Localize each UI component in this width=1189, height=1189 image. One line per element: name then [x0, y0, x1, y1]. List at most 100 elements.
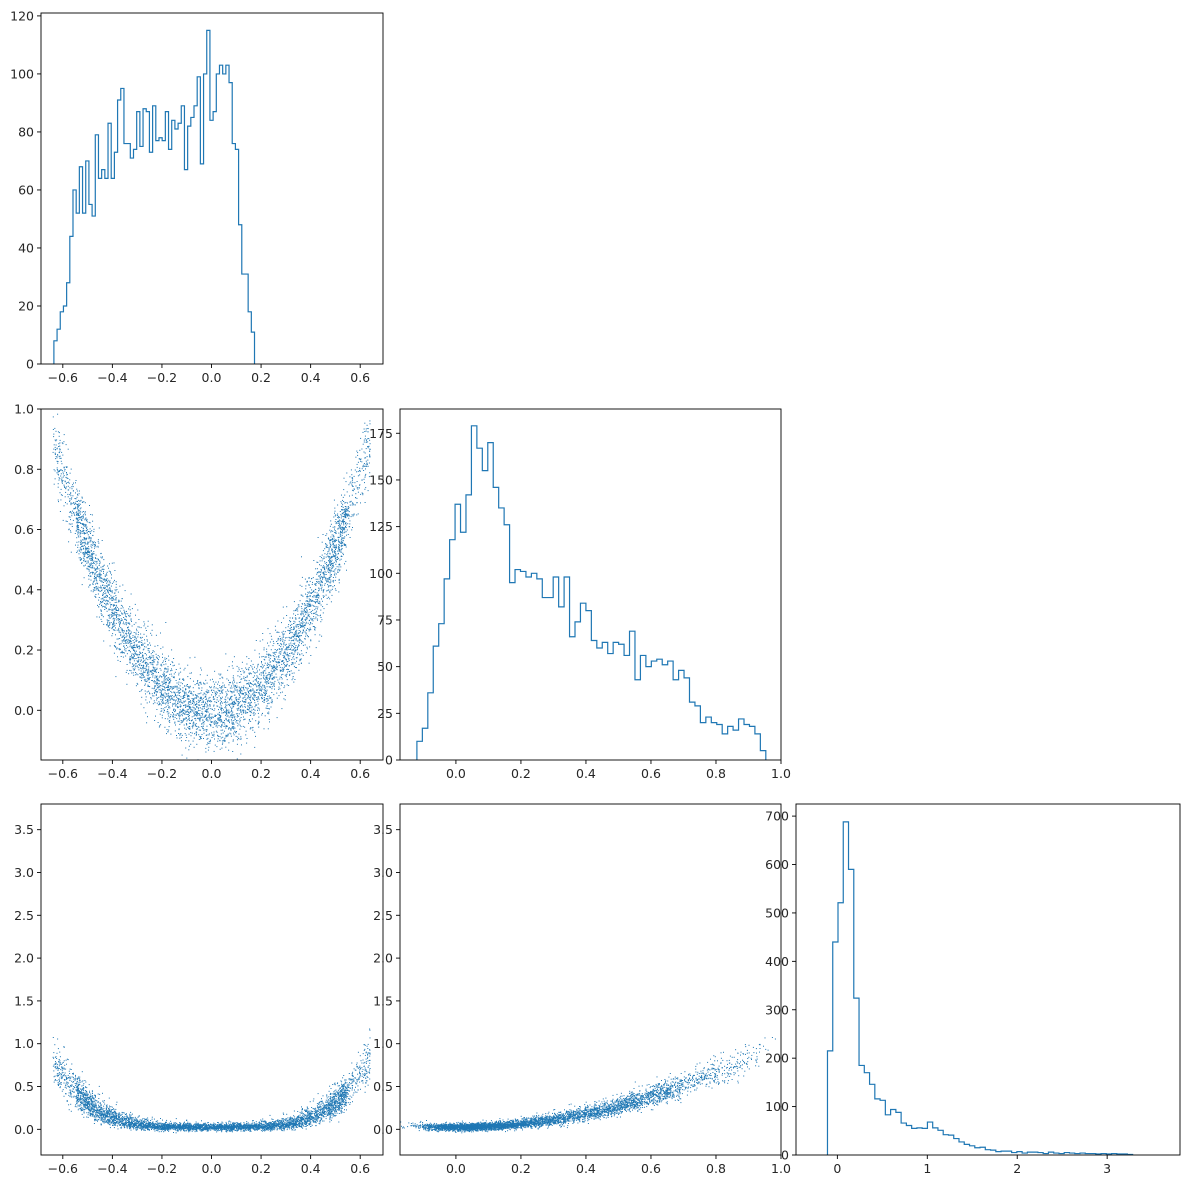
scatter-point	[266, 653, 268, 655]
scatter-point	[54, 478, 56, 480]
scatter-point	[109, 580, 111, 582]
scatter-point	[225, 653, 227, 655]
scatter-point	[237, 701, 239, 702]
scatter-point	[202, 694, 204, 696]
scatter-point	[260, 674, 262, 676]
scatter-point	[281, 678, 283, 680]
scatter-point	[240, 673, 242, 675]
scatter-point	[78, 553, 80, 555]
scatter-point	[323, 574, 325, 576]
scatter-point	[269, 674, 271, 676]
scatter-point	[148, 690, 150, 692]
scatter-point	[133, 654, 135, 656]
scatter-point	[256, 704, 258, 706]
scatter-point	[351, 474, 353, 476]
scatter-point	[220, 719, 222, 721]
scatter-point	[199, 707, 201, 709]
scatter-point	[315, 601, 317, 603]
scatter-point	[250, 689, 252, 691]
scatter-point	[261, 690, 263, 692]
scatter-point	[81, 523, 83, 525]
scatter-point	[156, 675, 158, 677]
scatter-point	[190, 706, 192, 708]
scatter-point	[290, 652, 292, 654]
scatter-point	[176, 705, 178, 707]
scatter-point	[104, 593, 106, 595]
scatter-point	[319, 581, 321, 583]
scatter-point	[327, 579, 329, 581]
scatter-point	[167, 689, 169, 691]
scatter-point	[228, 749, 230, 751]
scatter-point	[315, 597, 317, 599]
scatter-point	[246, 668, 248, 670]
scatter-point	[211, 700, 213, 702]
scatter-point	[115, 627, 116, 629]
scatter-point	[163, 680, 165, 682]
scatter-point	[335, 540, 337, 542]
scatter-point	[230, 716, 232, 718]
scatter-point	[333, 561, 335, 563]
scatter-point	[319, 600, 321, 602]
scatter-point	[363, 478, 365, 480]
scatter-point	[118, 631, 120, 633]
scatter-point	[342, 509, 343, 511]
scatter-point	[100, 580, 102, 582]
scatter-point	[62, 519, 64, 521]
scatter-point	[81, 496, 83, 498]
hist-x0-bin	[232, 144, 235, 364]
scatter-point	[160, 664, 162, 666]
scatter-point	[307, 622, 309, 624]
scatter-point	[210, 716, 212, 718]
scatter-point	[350, 500, 352, 502]
scatter-point	[77, 513, 79, 515]
scatter-point	[202, 700, 204, 702]
scatter-point	[328, 596, 330, 598]
scatter-point	[158, 686, 159, 688]
scatter-point	[170, 691, 172, 692]
scatter-point	[177, 697, 179, 699]
scatter-point	[144, 671, 146, 673]
scatter-point	[246, 683, 248, 685]
scatter-point	[66, 477, 68, 479]
scatter-point	[284, 649, 286, 651]
scatter-point	[232, 667, 234, 669]
scatter-point	[334, 515, 336, 517]
scatter-point	[337, 556, 338, 558]
scatter-point	[111, 596, 113, 598]
scatter-point	[116, 647, 118, 649]
scatter-point	[139, 641, 141, 643]
scatter-point	[307, 603, 309, 605]
scatter-point	[326, 578, 328, 580]
scatter-point	[315, 647, 317, 649]
scatter-point	[182, 718, 184, 720]
scatter-point	[95, 546, 97, 548]
scatter-point	[70, 504, 72, 506]
scatter-point	[160, 704, 162, 706]
scatter-point	[241, 700, 243, 702]
scatter-point	[190, 692, 191, 694]
scatter-point	[154, 682, 156, 684]
scatter-point	[154, 677, 156, 679]
scatter-point	[193, 699, 195, 701]
scatter-point	[323, 557, 325, 559]
scatter-point	[76, 517, 78, 519]
scatter-point	[329, 552, 331, 554]
scatter-point	[314, 628, 315, 630]
scatter-point	[283, 641, 285, 643]
scatter-point	[256, 671, 258, 673]
scatter-point	[147, 648, 149, 650]
scatter-point	[230, 735, 232, 737]
scatter-point	[69, 487, 71, 489]
scatter-point	[264, 700, 266, 702]
scatter-point	[216, 724, 218, 726]
scatter-point	[357, 487, 359, 489]
scatter-point	[339, 559, 341, 561]
scatter-point	[311, 578, 312, 580]
scatter-point	[230, 729, 232, 731]
scatter-point	[240, 710, 242, 712]
scatter-point	[221, 720, 223, 722]
scatter-point	[316, 568, 318, 570]
scatter-point	[311, 604, 313, 606]
scatter-point	[306, 646, 308, 648]
scatter-point	[323, 565, 325, 567]
